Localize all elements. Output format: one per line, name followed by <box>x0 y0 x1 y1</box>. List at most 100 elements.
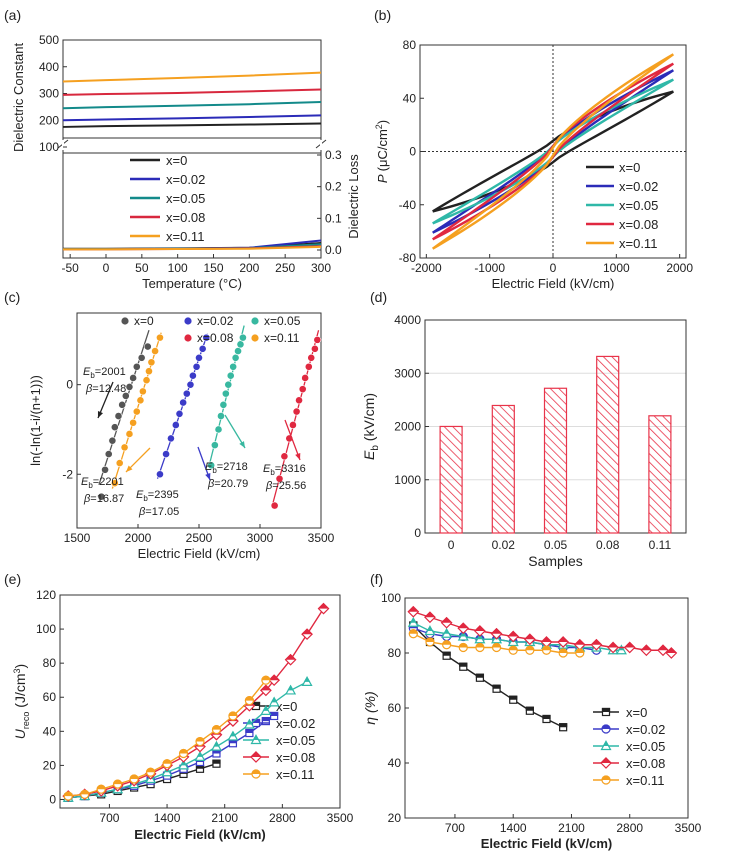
panel-e-ytick-label: 20 <box>43 758 57 772</box>
panel-e-xlabel: Electric Field (kV/cm) <box>134 827 266 842</box>
panel-e-point-2-fill <box>270 696 278 703</box>
panel-c-point-4 <box>145 367 153 376</box>
panel-b-xtick-label: 0 <box>550 261 557 275</box>
panel-f-legend-marker-2-fill <box>602 740 610 746</box>
panel-f-xtick-label: 2100 <box>558 821 585 835</box>
panel-a: (a) -50 0 50 100 150 200 250 300 100 200 300 400 500 0… <box>4 7 361 291</box>
panel-c-point-0 <box>108 436 117 445</box>
panel-b-loop-4 <box>431 53 675 250</box>
panel-a-ylabel-right: Dielectric Loss <box>346 154 361 239</box>
panel-f-point-3-fill <box>440 616 453 623</box>
panel-f-xlabel: Electric Field (kV/cm) <box>481 836 613 851</box>
panel-e-ytick-label: 60 <box>43 690 57 704</box>
panel-f-ytick-label: 20 <box>388 811 402 825</box>
panel-d-ylabel: Eb (kV/cm) <box>361 393 381 460</box>
panel-b-label: (b) <box>374 7 391 23</box>
panel-c-label: (c) <box>4 289 20 305</box>
panel-c-annot-eb-4: Eb=3316 <box>263 463 306 477</box>
panel-c-point-4 <box>142 376 151 385</box>
panel-f-ytick-label: 100 <box>381 591 401 605</box>
panel-f-point-4-fill <box>442 640 452 645</box>
panel-f-point-3-fill <box>590 638 603 645</box>
panel-f-point-4-fill <box>475 642 485 648</box>
panel-c-annot-eb-1: Eb=2201 <box>81 476 124 490</box>
panel-b-xtick-label: -1000 <box>474 261 505 275</box>
panel-f-point-0-fill <box>559 723 568 728</box>
panel-a-xtick-label: 300 <box>311 261 331 275</box>
marker-fill-group <box>525 645 535 651</box>
panel-f-point-3-fill <box>490 627 503 634</box>
panel-a-ylabel: Dielectric Constant <box>11 43 26 152</box>
panel-d-ytick-label: 2000 <box>394 420 421 434</box>
panel-b-ytick-label: 80 <box>403 38 417 52</box>
panel-d-ytick-label: 4000 <box>394 313 421 327</box>
panel-a-xtick-label: -50 <box>61 261 79 275</box>
panel-f-point-4-fill <box>508 645 518 651</box>
panel-c-annot-arrowhead-3 <box>239 441 245 448</box>
panel-c-point-2 <box>221 389 230 398</box>
panel-f-point-3-fill <box>557 636 569 642</box>
annot-eq: = <box>92 383 98 395</box>
panel-e-point-2-fill <box>246 718 253 725</box>
panel-e-point-2-fill <box>213 740 220 747</box>
panel-e-label: (e) <box>4 571 21 587</box>
panel-f-point-2-fill <box>460 630 467 637</box>
panel-f-point-3-fill <box>507 630 520 637</box>
panel-a-constant-line-0 <box>62 122 322 128</box>
panel-f-ytick-label: 40 <box>388 756 402 770</box>
marker-fill-group <box>195 736 205 742</box>
annot-eq: = <box>275 463 281 475</box>
panel-c-point-1 <box>186 380 195 389</box>
panel-c-point-3 <box>292 407 301 416</box>
marker-fill-group <box>475 642 485 648</box>
marker-fill-group <box>424 611 436 618</box>
panel-c-xtick-label: 2000 <box>125 531 152 545</box>
panel-f-legend-marker-1-fill <box>601 724 611 729</box>
panel-a-ytick-right-label: 0.2 <box>325 180 342 194</box>
panel-f-legend-label-2: x=0.05 <box>626 739 665 754</box>
panel-f-ytick-label: 60 <box>388 701 402 715</box>
panel-e-ylabel-sup: 3 <box>12 668 22 673</box>
panel-f-legend-marker-3-fill <box>600 757 612 763</box>
panel-c-legend-label-4: x=0.11 <box>264 331 300 345</box>
marker-fill-group <box>602 740 610 746</box>
marker-fill-group <box>557 636 569 642</box>
panel-c-point-3 <box>270 501 279 510</box>
panel-e-ytick-label: 120 <box>36 588 56 602</box>
panel-c-point-4 <box>147 358 156 367</box>
panel-e-point-4-fill <box>129 774 139 780</box>
panel-b-legend-label-1: x=0.02 <box>619 179 658 194</box>
panel-e-legend-label-1: x=0.02 <box>276 716 315 731</box>
annot-eq: = <box>90 493 96 505</box>
marker-fill-group <box>251 769 261 774</box>
panel-a-legend-label-1: x=0.02 <box>166 172 205 187</box>
panel-c-point-0 <box>101 465 109 474</box>
marker-fill-group <box>509 695 518 700</box>
panel-c-point-3 <box>298 385 307 394</box>
panel-b: (b) -2000 -1000 0 1000 2000 -80 -40 0 40 80 Electri… <box>374 7 693 291</box>
panel-e-point-3-fill <box>260 684 272 691</box>
panel-f-legend-marker-4-fill <box>601 775 611 780</box>
annot-eq: = <box>93 476 99 488</box>
panel-f-legend-label-0: x=0 <box>626 705 647 720</box>
panel-e-point-2-fill <box>180 759 187 766</box>
marker-fill-group <box>525 706 534 711</box>
panel-c-point-1 <box>182 389 191 398</box>
panel-c-point-1 <box>198 344 207 353</box>
marker-fill-group <box>474 625 486 631</box>
panel-b-loop-2 <box>432 78 674 225</box>
panel-c-point-1 <box>167 434 175 443</box>
marker-fill-group <box>245 728 254 734</box>
panel-e-ylabel-unit: (J/cm <box>12 673 28 711</box>
panel-e-point-0-fill <box>212 759 221 764</box>
marker-fill-group <box>287 684 294 691</box>
marker-fill-group <box>408 629 418 634</box>
annot-eb-var: E <box>81 476 89 488</box>
panel-d-xtick-label-3: 0.08 <box>596 538 620 552</box>
marker-fill-group <box>443 628 450 634</box>
panel-f-point-0-fill <box>525 706 534 711</box>
panel-e-legend-marker-3-fill <box>250 751 262 757</box>
panel-f-point-2-fill <box>426 625 434 631</box>
panel-d-xlabel: Samples <box>528 553 582 569</box>
panel-e-point-4-fill <box>244 696 255 701</box>
